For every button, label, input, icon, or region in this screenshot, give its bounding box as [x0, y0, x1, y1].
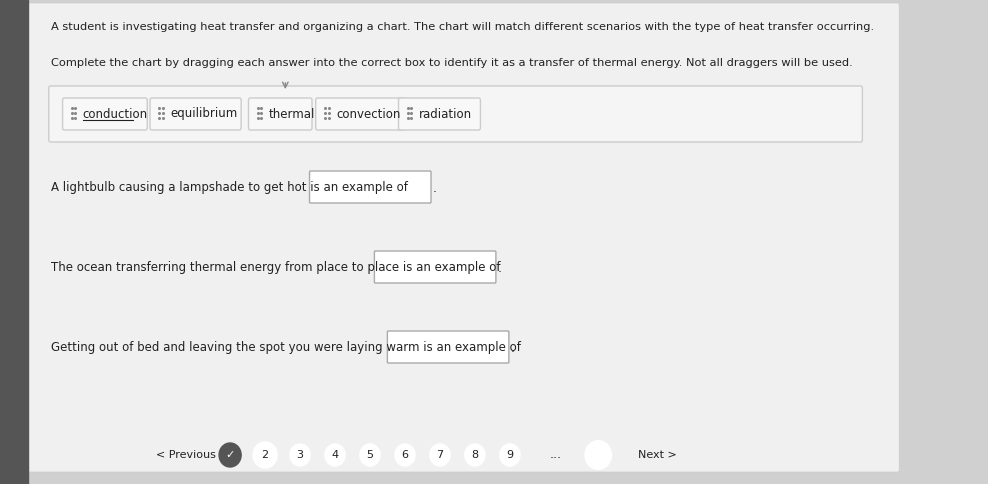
FancyBboxPatch shape [249, 98, 312, 130]
Text: A student is investigating heat transfer and organizing a chart. The chart will : A student is investigating heat transfer… [50, 22, 873, 32]
Circle shape [395, 444, 415, 466]
Text: 3: 3 [296, 450, 303, 460]
FancyBboxPatch shape [309, 171, 431, 203]
Text: .: . [498, 261, 502, 274]
FancyBboxPatch shape [374, 251, 496, 283]
Text: ✓: ✓ [225, 450, 235, 460]
Text: Complete the chart by dragging each answer into the correct box to identify it a: Complete the chart by dragging each answ… [50, 58, 853, 68]
Circle shape [360, 444, 380, 466]
Text: convection: convection [336, 107, 400, 121]
FancyBboxPatch shape [62, 98, 147, 130]
Text: 2: 2 [262, 450, 269, 460]
Text: ...: ... [549, 449, 561, 462]
FancyBboxPatch shape [150, 98, 241, 130]
Circle shape [464, 444, 485, 466]
Text: .: . [511, 342, 515, 354]
Text: 8: 8 [471, 450, 478, 460]
Circle shape [500, 444, 520, 466]
Text: The ocean transferring thermal energy from place to place is an example of: The ocean transferring thermal energy fr… [50, 261, 500, 274]
FancyBboxPatch shape [387, 331, 509, 363]
Text: 9: 9 [506, 450, 514, 460]
FancyBboxPatch shape [26, 3, 899, 472]
FancyBboxPatch shape [398, 98, 480, 130]
Text: 5: 5 [367, 450, 373, 460]
Text: equilibrium: equilibrium [170, 107, 237, 121]
Text: < Previous: < Previous [156, 450, 216, 460]
Circle shape [254, 443, 276, 467]
Text: 6: 6 [401, 450, 408, 460]
Text: A lightbulb causing a lampshade to get hot is an example of: A lightbulb causing a lampshade to get h… [50, 182, 407, 195]
Circle shape [289, 444, 310, 466]
Circle shape [219, 443, 241, 467]
Text: radiation: radiation [419, 107, 472, 121]
FancyBboxPatch shape [316, 98, 407, 130]
FancyBboxPatch shape [48, 86, 863, 142]
Text: thermal: thermal [269, 107, 315, 121]
Text: conduction: conduction [83, 107, 148, 121]
Text: 7: 7 [437, 450, 444, 460]
Text: 4: 4 [331, 450, 339, 460]
Circle shape [585, 441, 612, 469]
Text: .: . [433, 182, 437, 195]
Bar [0, 0, 28, 484]
Text: Getting out of bed and leaving the spot you were laying warm is an example of: Getting out of bed and leaving the spot … [50, 342, 521, 354]
Circle shape [325, 444, 345, 466]
Text: Next >: Next > [638, 450, 677, 460]
Circle shape [430, 444, 451, 466]
